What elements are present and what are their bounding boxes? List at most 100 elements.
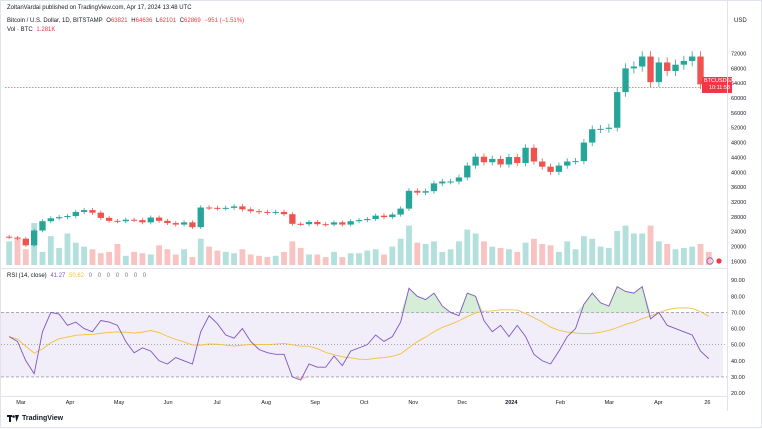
clock-icon — [706, 257, 714, 265]
high-value: 64636 — [135, 18, 153, 24]
volume-bar — [197, 238, 204, 265]
candle-body — [22, 238, 29, 246]
volume-bar — [206, 246, 212, 265]
candle-body — [189, 222, 196, 228]
time-tick-label: 2024 — [505, 400, 518, 406]
volume-bar — [331, 251, 337, 265]
volume-bar — [489, 246, 496, 265]
candle-body — [239, 206, 246, 210]
pane-separator[interactable] — [1, 268, 727, 269]
time-tick-label: Feb — [556, 400, 565, 406]
symbol-title[interactable]: Bitcoin / U.S. Dollar, 1D, BITSTAMP — [7, 18, 103, 24]
candle-body — [264, 211, 271, 213]
candle-body — [30, 230, 38, 246]
open-value: 63821 — [110, 18, 128, 24]
candle-body — [89, 210, 96, 213]
time-tick-label: Aug — [261, 400, 271, 406]
volume-bar — [622, 225, 629, 265]
volume-bar — [639, 233, 646, 265]
time-tick-label: Mar — [16, 400, 26, 406]
candle-body — [564, 161, 571, 166]
rsi-tick-label: 70.00 — [731, 310, 745, 316]
candle-body — [555, 165, 563, 172]
candle-body — [130, 219, 138, 221]
volume-bar — [214, 250, 221, 265]
volume-label[interactable]: Vol · BTC — [7, 27, 33, 33]
candle-body — [397, 208, 404, 215]
tradingview-logo[interactable]: TradingView — [7, 415, 63, 422]
candle-body — [389, 214, 396, 218]
volume-bar — [539, 244, 546, 265]
volume-bar — [139, 253, 146, 265]
candle-body — [47, 218, 54, 222]
price-tick-label: 28000 — [731, 215, 746, 221]
volume-bar — [239, 249, 246, 265]
volume-bar — [64, 233, 71, 265]
price-tick-label: 52000 — [731, 126, 746, 132]
volume-bar — [189, 257, 196, 265]
volume-bar — [222, 251, 229, 265]
price-tick-label: 64000 — [731, 81, 746, 87]
volume-bar — [72, 242, 79, 265]
volume-bar — [231, 253, 237, 265]
volume-bar — [456, 241, 462, 265]
price-tick-label: 72000 — [731, 52, 746, 58]
high-label: H — [131, 18, 136, 24]
price-axis-separator — [727, 1, 728, 411]
candle-body — [5, 236, 13, 238]
candle-body — [414, 190, 421, 193]
candle-body — [597, 128, 604, 130]
candle-body — [105, 217, 113, 221]
volume-bar — [689, 246, 696, 265]
candle-body — [647, 56, 654, 83]
candle-body — [580, 142, 588, 162]
volume-bar — [414, 242, 421, 265]
volume-bar — [122, 255, 129, 265]
close-value: 62869 — [184, 18, 201, 24]
volume-bar — [39, 251, 46, 265]
time-axis-separator — [1, 396, 727, 397]
volume-bar — [564, 241, 571, 265]
candle-body — [697, 56, 704, 85]
volume-bar — [647, 225, 654, 265]
volume-bar — [164, 249, 171, 265]
candle-body — [664, 62, 671, 71]
rsi-extra-values: 0 0 0 0 0 0 0 — [88, 273, 149, 279]
open-label: O — [106, 18, 111, 24]
volume-bar — [22, 249, 29, 265]
price-tick-label: 44000 — [731, 155, 746, 161]
time-tick-label: Jun — [164, 400, 173, 406]
rsi-label[interactable]: RSI (14, close) — [7, 273, 47, 279]
candle-body — [589, 129, 596, 143]
rsi-value: 41.27 — [50, 273, 66, 279]
candle-body — [547, 166, 554, 172]
change-value: −951 (−1.51%) — [204, 18, 245, 24]
publisher-line: ZoltanVardai published on TradingView.co… — [7, 5, 192, 11]
currency-label[interactable]: USD — [734, 18, 747, 24]
volume-bar — [439, 251, 446, 265]
candle-body — [305, 221, 313, 225]
volume-bar — [422, 244, 429, 265]
rsi-ma-line — [9, 307, 710, 360]
volume-bar — [589, 238, 596, 265]
last-price-symbol-and-price: BTCUSD 62869 — [704, 78, 742, 85]
rsi-tick-label: 20.00 — [731, 391, 745, 397]
candle-body — [522, 147, 529, 163]
volume-bar — [572, 249, 579, 265]
rsi-tick-label: 40.00 — [731, 359, 745, 365]
candle-body — [347, 221, 354, 225]
last-price-value: 62869 — [726, 78, 742, 84]
candle-body — [355, 220, 363, 222]
candle-body — [339, 222, 346, 225]
bar-countdown: 10:11:58 — [708, 85, 730, 91]
volume-bar — [289, 241, 296, 265]
candle-body — [147, 217, 154, 223]
volume-bar — [680, 247, 687, 265]
candle-body — [172, 223, 179, 225]
volume-bar — [81, 246, 88, 265]
candle-body — [322, 224, 329, 226]
volume-bar — [6, 241, 13, 265]
volume-bar — [464, 229, 471, 265]
